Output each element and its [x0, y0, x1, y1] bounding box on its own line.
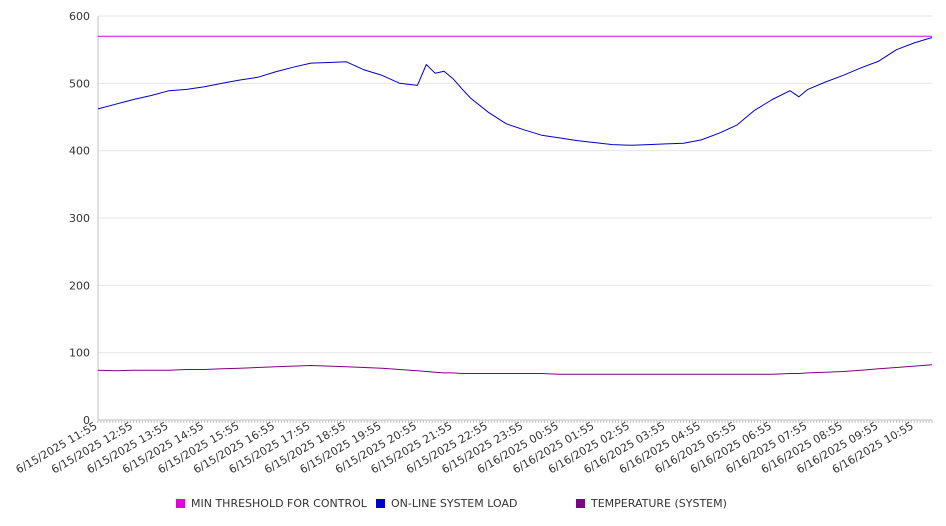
y-tick-label-0: 0 — [83, 414, 90, 427]
legend-item-temperature: TEMPERATURE (SYSTEM) — [576, 497, 727, 510]
series-line-1 — [97, 37, 933, 146]
y-tick-label-400: 400 — [69, 145, 90, 158]
legend: MIN THRESHOLD FOR CONTROL ON-LINE SYSTEM… — [0, 497, 946, 515]
y-tick-label-600: 600 — [69, 10, 90, 23]
legend-swatch-system-load — [376, 499, 385, 508]
y-tick-label-500: 500 — [69, 77, 90, 90]
y-tick-label-100: 100 — [69, 347, 90, 360]
legend-swatch-temperature — [576, 499, 585, 508]
series-lines — [97, 35, 933, 375]
legend-label-min-threshold: MIN THRESHOLD FOR CONTROL — [191, 497, 367, 510]
legend-item-system-load: ON-LINE SYSTEM LOAD — [376, 497, 517, 510]
x-axis-tick-labels: 6/15/2025 11:556/15/2025 12:556/15/2025 … — [14, 419, 916, 476]
series-line-2 — [97, 364, 933, 375]
y-tick-label-200: 200 — [69, 279, 90, 292]
y-tick-label-300: 300 — [69, 212, 90, 225]
legend-item-min-threshold: MIN THRESHOLD FOR CONTROL — [176, 497, 367, 510]
legend-swatch-min-threshold — [176, 499, 185, 508]
axes — [97, 16, 933, 423]
gridlines — [98, 15, 932, 354]
legend-label-system-load: ON-LINE SYSTEM LOAD — [391, 497, 518, 510]
y-axis-tick-labels: 0 100 200 300 400 500 600 — [69, 10, 90, 427]
legend-label-temperature: TEMPERATURE (SYSTEM) — [591, 497, 727, 510]
